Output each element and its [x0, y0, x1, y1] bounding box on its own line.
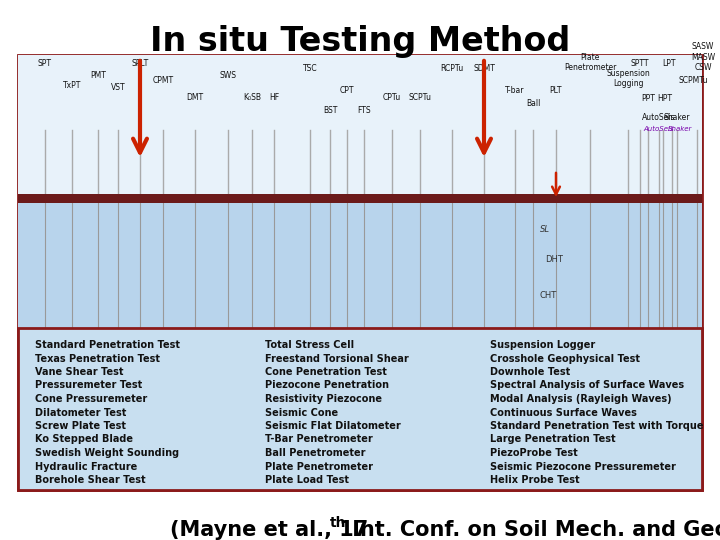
- Text: PLT: PLT: [550, 86, 562, 95]
- Text: TxPT: TxPT: [63, 81, 81, 90]
- Text: Downhole Test: Downhole Test: [490, 367, 570, 377]
- Text: SPLT: SPLT: [131, 59, 148, 68]
- Text: Shaker: Shaker: [668, 126, 692, 132]
- Text: Resistivity Piezocone: Resistivity Piezocone: [265, 394, 382, 404]
- Text: LPT: LPT: [662, 59, 676, 68]
- Text: DMT: DMT: [186, 93, 204, 102]
- Text: Suspension
Logging: Suspension Logging: [606, 69, 650, 88]
- Text: Dilatometer Test: Dilatometer Test: [35, 408, 127, 417]
- Text: Swedish Weight Sounding: Swedish Weight Sounding: [35, 448, 179, 458]
- Text: Seismic Cone: Seismic Cone: [265, 408, 338, 417]
- Bar: [18, 198, 702, 490]
- Text: Continuous Surface Waves: Continuous Surface Waves: [490, 408, 637, 417]
- Text: TSC: TSC: [302, 64, 318, 73]
- Text: Total Stress Cell: Total Stress Cell: [265, 340, 354, 350]
- Text: PPT: PPT: [641, 94, 655, 103]
- Text: Borehole Shear Test: Borehole Shear Test: [35, 475, 145, 485]
- Text: Plate Penetrometer: Plate Penetrometer: [265, 462, 373, 471]
- Text: T-Bar Penetrometer: T-Bar Penetrometer: [265, 435, 373, 444]
- Text: VST: VST: [111, 83, 125, 92]
- Text: Seismic Piezocone Pressuremeter: Seismic Piezocone Pressuremeter: [490, 462, 676, 471]
- Text: Ko Stepped Blade: Ko Stepped Blade: [35, 435, 133, 444]
- Text: Crosshole Geophysical Test: Crosshole Geophysical Test: [490, 354, 640, 363]
- Text: Screw Plate Test: Screw Plate Test: [35, 421, 126, 431]
- Text: T-bar: T-bar: [505, 86, 525, 95]
- Text: Piezocone Penetration: Piezocone Penetration: [265, 381, 389, 390]
- Text: SPTT: SPTT: [631, 59, 649, 68]
- Bar: [18, 194, 702, 203]
- Text: Pressuremeter Test: Pressuremeter Test: [35, 381, 143, 390]
- Text: Texas Penetration Test: Texas Penetration Test: [35, 354, 160, 363]
- Text: SASW
MASW
CSW: SASW MASW CSW: [691, 42, 715, 72]
- Text: PiezoProbe Test: PiezoProbe Test: [490, 448, 577, 458]
- Text: Seismic Flat Dilatometer: Seismic Flat Dilatometer: [265, 421, 401, 431]
- Text: PMT: PMT: [90, 71, 106, 80]
- Text: Vane Shear Test: Vane Shear Test: [35, 367, 124, 377]
- Text: BST: BST: [323, 106, 337, 115]
- Text: HF: HF: [269, 93, 279, 102]
- Text: Cone Pressuremeter: Cone Pressuremeter: [35, 394, 148, 404]
- Text: Standard Penetration Test: Standard Penetration Test: [35, 340, 180, 350]
- Text: Modal Analysis (Rayleigh Waves): Modal Analysis (Rayleigh Waves): [490, 394, 672, 404]
- Text: DHT: DHT: [545, 255, 563, 265]
- Text: Helix Probe Test: Helix Probe Test: [490, 475, 580, 485]
- Text: SWS: SWS: [220, 71, 236, 80]
- Text: AutoSeis: AutoSeis: [644, 126, 675, 132]
- Text: SL: SL: [540, 226, 550, 234]
- Text: CHT: CHT: [540, 291, 557, 300]
- Text: Freestand Torsional Shear: Freestand Torsional Shear: [265, 354, 409, 363]
- Text: CPMT: CPMT: [153, 76, 174, 85]
- Text: Standard Penetration Test with Torque: Standard Penetration Test with Torque: [490, 421, 703, 431]
- Text: Cone Penetration Test: Cone Penetration Test: [265, 367, 387, 377]
- Text: Int. Conf. on Soil Mech. and Geotech. Eng., 2009): Int. Conf. on Soil Mech. and Geotech. En…: [345, 520, 720, 540]
- Text: CPT: CPT: [340, 86, 354, 95]
- Text: SCPTu: SCPTu: [408, 93, 431, 102]
- Text: th: th: [330, 516, 346, 530]
- Bar: [18, 55, 702, 490]
- Text: Shaker: Shaker: [664, 113, 690, 122]
- Text: AutoSeis: AutoSeis: [642, 113, 676, 122]
- Text: FTS: FTS: [357, 106, 371, 115]
- Text: CPTu: CPTu: [383, 93, 401, 102]
- Text: Spectral Analysis of Surface Waves: Spectral Analysis of Surface Waves: [490, 381, 684, 390]
- Text: RCPTu: RCPTu: [441, 64, 464, 73]
- Text: In situ Testing Method: In situ Testing Method: [150, 25, 570, 58]
- Bar: [18, 55, 702, 198]
- Text: Plate Load Test: Plate Load Test: [265, 475, 349, 485]
- Text: Ball: Ball: [526, 99, 540, 108]
- Bar: [18, 328, 702, 490]
- Text: Plate
Penetrometer: Plate Penetrometer: [564, 52, 616, 72]
- Text: SPT: SPT: [38, 59, 52, 68]
- Text: Ball Penetrometer: Ball Penetrometer: [265, 448, 366, 458]
- Text: Suspension Logger: Suspension Logger: [490, 340, 595, 350]
- Text: Large Penetration Test: Large Penetration Test: [490, 435, 616, 444]
- Text: HPT: HPT: [657, 94, 672, 103]
- Text: (Mayne et al., 17: (Mayne et al., 17: [170, 520, 368, 540]
- Text: SCPMTu: SCPMTu: [678, 76, 708, 85]
- Text: Hydraulic Fracture: Hydraulic Fracture: [35, 462, 138, 471]
- Text: SDMT: SDMT: [473, 64, 495, 73]
- Text: K₀SB: K₀SB: [243, 93, 261, 102]
